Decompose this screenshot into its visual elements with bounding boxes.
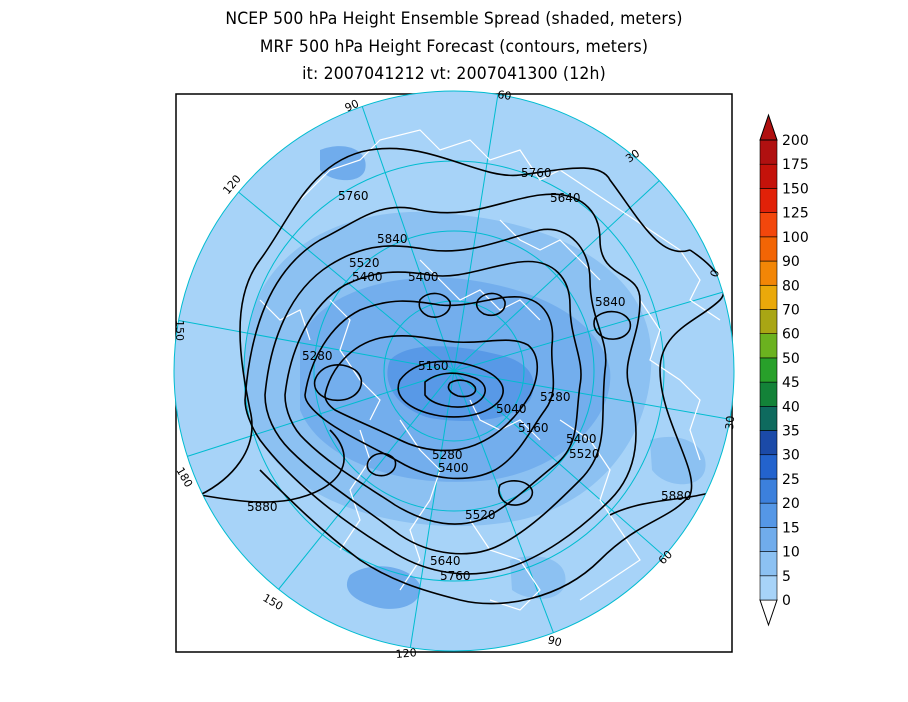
contour-label: 5160: [418, 359, 449, 373]
colorbar-label: 5: [782, 569, 791, 585]
colorbar-segment: [759, 188, 778, 213]
contour-label: 5400: [438, 461, 469, 475]
colorbar-segment: [759, 381, 778, 407]
contour-label: 5040: [496, 402, 527, 416]
colorbar-segment: [759, 236, 778, 262]
colorbar-label: 40: [782, 399, 800, 415]
height-contours: [199, 147, 734, 605]
colorbar-label: 60: [782, 327, 800, 343]
contour-label: 5760: [521, 166, 552, 180]
colorbar-label: 50: [782, 351, 800, 367]
contour-label: 5400: [566, 432, 597, 446]
spread-shading: [243, 146, 706, 609]
longitude-label: 90: [343, 97, 361, 115]
colorbar-segment: [759, 527, 778, 552]
title-line-2: MRF 500 hPa Height Forecast (contours, m…: [259, 37, 649, 57]
colorbar-label: 35: [782, 424, 800, 440]
longitude-label: 120: [395, 646, 417, 661]
contour-label: 5400: [352, 270, 383, 284]
colorbar-label: 0: [782, 593, 791, 609]
contour-label: 5760: [338, 189, 369, 203]
colorbar-label: 125: [782, 206, 809, 222]
contour-label: 5520: [569, 447, 600, 461]
colorbar-label: 45: [782, 375, 800, 391]
colorbar-segment: [759, 575, 778, 601]
longitude-label: 90: [546, 633, 563, 649]
contour-label: 5840: [595, 295, 626, 309]
colorbar-label: 200: [782, 133, 809, 149]
colorbar-segment: [759, 333, 778, 359]
longitude-label: 150: [173, 320, 186, 341]
contour-label: 5760: [440, 569, 471, 583]
colorbar-segment: [759, 212, 778, 238]
longitude-label: 0: [708, 268, 723, 279]
colorbar-label: 25: [782, 472, 800, 488]
longitude-label: 30: [723, 415, 737, 430]
colorbar-segment: [759, 454, 778, 480]
contour-label: 5280: [432, 448, 463, 462]
contour-label: 5880: [661, 489, 692, 503]
colorbar: 0 5 10 15 20 25 30 35 40 45 50 60 70 80 90 100 125 150 175…: [759, 113, 809, 627]
longitude-label: 60: [497, 88, 513, 103]
colorbar-low-arrow: [759, 599, 778, 627]
colorbar-segment: [759, 406, 778, 431]
coastlines: [259, 129, 721, 611]
contour-label: 5280: [302, 349, 333, 363]
contour-label: 5640: [550, 191, 581, 205]
colorbar-segment: [759, 478, 778, 504]
colorbar-segment: [759, 502, 778, 528]
contour-label: 5880: [247, 500, 278, 514]
contour-labels: 5760 5640 5760 5840 5520 5400 5400 5840 …: [247, 166, 692, 583]
contour-label: 5520: [465, 508, 496, 522]
colorbar-segment: [759, 551, 778, 577]
colorbar-label: 20: [782, 496, 800, 512]
colorbar-high-arrow: [759, 113, 778, 141]
title-line-1: NCEP 500 hPa Height Ensemble Spread (sha…: [225, 9, 683, 29]
colorbar-label: 70: [782, 302, 800, 318]
colorbar-label: 175: [782, 157, 809, 173]
colorbar-segment: [759, 430, 778, 456]
colorbar-label: 80: [782, 278, 800, 294]
colorbar-label: 30: [782, 448, 800, 464]
colorbar-label: 150: [782, 181, 809, 197]
title-line-3: it: 2007041212 vt: 2007041300 (12h): [302, 64, 606, 84]
colorbar-segment: [759, 284, 778, 310]
contour-label: 5640: [430, 554, 461, 568]
contour-label: 5520: [349, 256, 380, 270]
colorbar-segment: [759, 163, 778, 189]
colorbar-segment: [759, 260, 778, 286]
colorbar-segment: [759, 139, 778, 165]
contour-label: 5400: [408, 270, 439, 284]
contour-label: 5160: [518, 421, 549, 435]
colorbar-label: 90: [782, 254, 800, 270]
contour-label: 5280: [540, 390, 571, 404]
colorbar-label: 100: [782, 230, 809, 246]
contour-label: 5840: [377, 232, 408, 246]
colorbar-segment: [759, 357, 778, 383]
colorbar-label: 10: [782, 545, 800, 561]
colorbar-segment: [759, 309, 778, 334]
colorbar-label: 15: [782, 520, 800, 536]
